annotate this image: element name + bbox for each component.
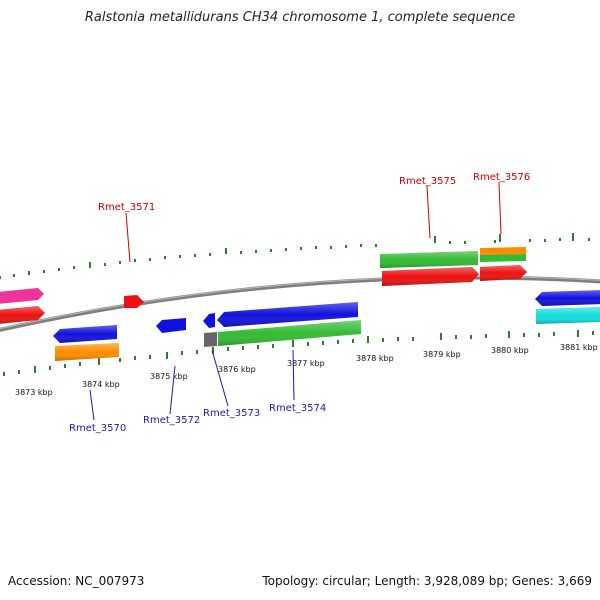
gene-label[interactable]: Rmet_3572 [143, 415, 200, 426]
backbone-highlight [0, 276, 600, 330]
tick-labels: 3873 kbp 3874 kbp 3875 kbp 3876 kbp 3877… [15, 343, 598, 397]
tick-label: 3875 kbp [150, 372, 188, 381]
lower-tick-track [3, 330, 594, 376]
reverse-strand-genes [53, 290, 600, 361]
chromosome-backbone [0, 275, 600, 332]
tick-label: 3874 kbp [82, 380, 120, 389]
gene-label[interactable]: Rmet_3576 [473, 172, 530, 183]
upper-tick-track [0, 233, 590, 279]
accession-text: Accession: NC_007973 [8, 574, 145, 588]
gene-arrow-green-small[interactable] [480, 254, 526, 262]
tick-label: 3879 kbp [423, 350, 461, 359]
tick-label: 3881 kbp [560, 343, 598, 352]
tick-label: 3876 kbp [218, 365, 256, 374]
gene-block-gray[interactable] [204, 332, 217, 347]
gene-label[interactable]: Rmet_3575 [399, 176, 456, 187]
forward-strand-genes [0, 247, 527, 324]
tick-label: 3880 kbp [491, 346, 529, 355]
gene-label[interactable]: Rmet_3570 [69, 423, 126, 434]
gene-arrow-orange[interactable] [480, 247, 526, 255]
gene-arrow-red-small[interactable] [124, 295, 144, 308]
tick-label: 3878 kbp [356, 354, 394, 363]
forward-gene-labels: Rmet_3571 Rmet_3575 Rmet_3576 [98, 172, 530, 263]
genome-summary: Topology: circular; Length: 3,928,089 bp… [262, 574, 592, 588]
tick-label: 3873 kbp [15, 388, 53, 397]
reverse-gene-labels: Rmet_3570 Rmet_3572 Rmet_3573 Rmet_3574 [69, 349, 326, 434]
gene-arrow-blue-3573[interactable] [203, 313, 215, 328]
gene-label[interactable]: Rmet_3574 [269, 403, 326, 414]
gene-arrow-blue-3572[interactable] [156, 318, 186, 333]
gene-label[interactable]: Rmet_3571 [98, 202, 155, 213]
gene-label[interactable]: Rmet_3573 [203, 408, 260, 419]
tick-label: 3877 kbp [287, 359, 325, 368]
gene-arrow-magenta[interactable] [0, 288, 44, 304]
map-title: Ralstonia metallidurans CH34 chromosome … [84, 10, 516, 25]
